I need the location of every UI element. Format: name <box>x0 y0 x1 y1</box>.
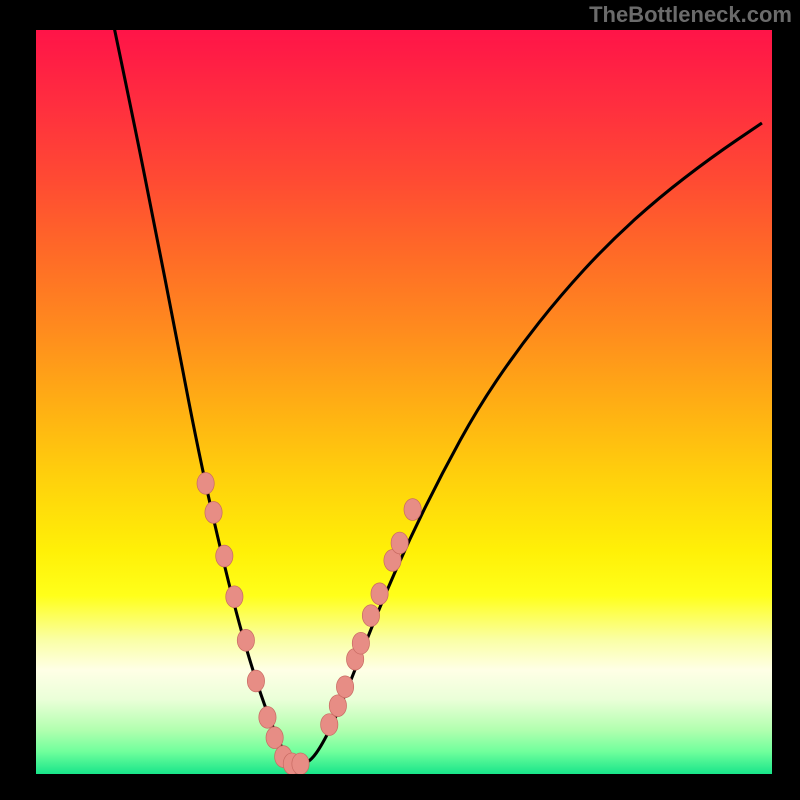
data-marker <box>336 676 353 698</box>
bottleneck-curve-left <box>109 30 295 764</box>
curve-layer <box>36 30 772 774</box>
data-marker <box>226 586 243 608</box>
data-marker <box>404 499 421 521</box>
data-marker <box>371 583 388 605</box>
data-marker <box>362 605 379 627</box>
data-marker <box>237 629 254 651</box>
marker-group <box>197 472 421 774</box>
data-marker <box>329 695 346 717</box>
data-marker <box>391 532 408 554</box>
data-marker <box>266 727 283 749</box>
data-marker <box>259 706 276 728</box>
data-marker <box>247 670 264 692</box>
watermark-text: TheBottleneck.com <box>589 2 792 28</box>
data-marker <box>197 472 214 494</box>
bottleneck-curve-right <box>295 123 762 764</box>
plot-area <box>36 30 772 774</box>
data-marker <box>352 632 369 654</box>
data-marker <box>216 545 233 567</box>
data-marker <box>321 714 338 736</box>
data-marker <box>292 753 309 774</box>
data-marker <box>205 502 222 524</box>
